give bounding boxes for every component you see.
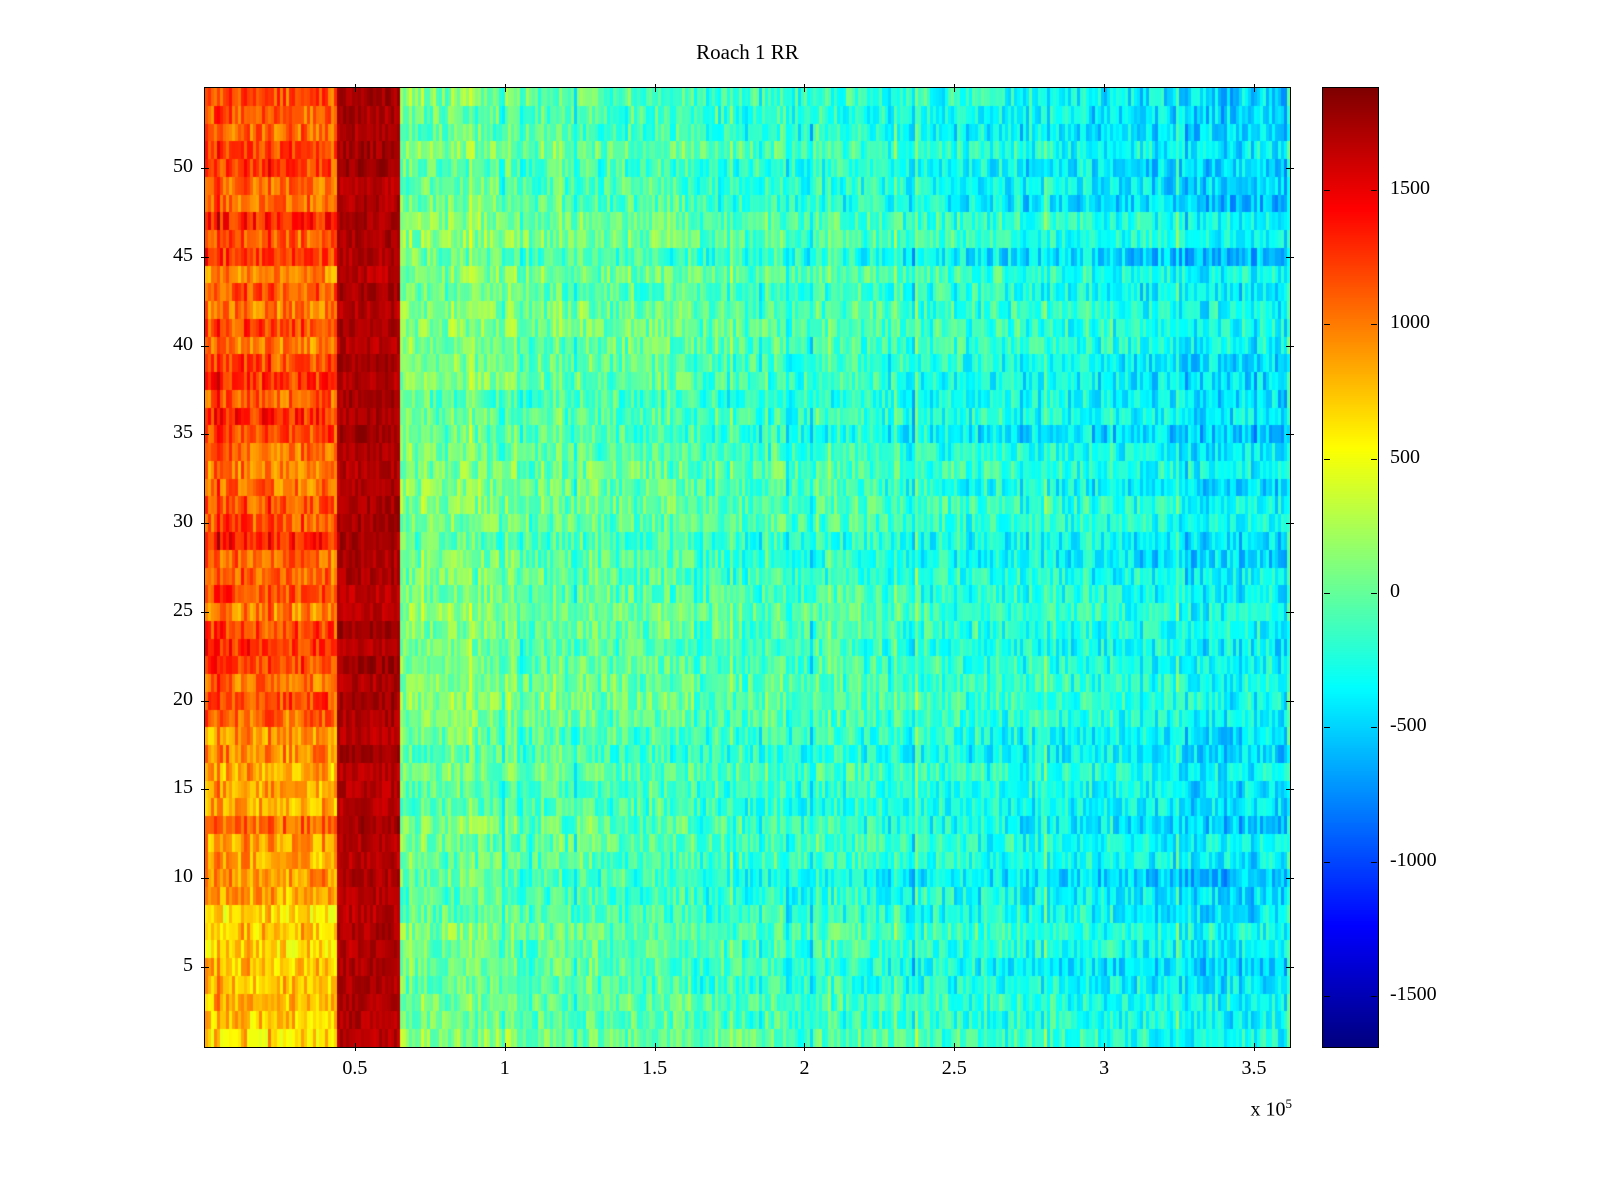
x-tick-label: 3 xyxy=(1099,1057,1110,1079)
y-tick-mark-right xyxy=(1286,434,1294,436)
colorbar-tick-label: -500 xyxy=(1390,714,1427,737)
y-tick-label: 5 xyxy=(183,954,193,977)
y-tick-mark-right xyxy=(1286,967,1294,969)
y-tick-label: 10 xyxy=(173,865,193,888)
y-tick-label: 25 xyxy=(173,598,193,621)
x-tick-mark xyxy=(654,1043,656,1051)
x-tick-label: 2.5 xyxy=(941,1057,967,1079)
y-tick-mark xyxy=(201,167,209,169)
y-tick-label: 45 xyxy=(173,243,193,266)
x-tick-mark xyxy=(1254,1043,1256,1051)
colorbar-tick-mark-right xyxy=(1371,861,1377,863)
colorbar-tick-mark-right xyxy=(1371,190,1377,192)
x-tick-label: 0.5 xyxy=(342,1057,368,1079)
y-tick-label: 30 xyxy=(173,510,193,533)
multiplier-prefix: x 10 xyxy=(1250,1098,1286,1121)
y-tick-mark-right xyxy=(1286,611,1294,613)
y-tick-label: 20 xyxy=(173,687,193,710)
y-tick-mark xyxy=(201,700,209,702)
colorbar-tick-mark-left xyxy=(1324,593,1330,595)
colorbar xyxy=(1322,87,1379,1048)
x-tick-mark-top xyxy=(1254,84,1256,92)
colorbar-tick-mark-right xyxy=(1371,727,1377,729)
x-tick-mark xyxy=(504,1043,506,1051)
x-tick-mark-top xyxy=(354,84,356,92)
y-tick-mark xyxy=(201,434,209,436)
multiplier-exponent: 5 xyxy=(1285,1096,1293,1111)
x-tick-mark-top xyxy=(804,84,806,92)
colorbar-tick-label: 1500 xyxy=(1390,177,1430,200)
y-tick-mark-right xyxy=(1286,878,1294,880)
y-tick-mark-right xyxy=(1286,523,1294,525)
x-tick-label: 3.5 xyxy=(1241,1057,1267,1079)
y-tick-mark xyxy=(201,523,209,525)
y-tick-mark xyxy=(201,967,209,969)
x-tick-mark xyxy=(1104,1043,1106,1051)
x-tick-mark xyxy=(954,1043,956,1051)
x-tick-label: 1.5 xyxy=(642,1057,668,1079)
y-tick-mark-right xyxy=(1286,700,1294,702)
y-tick-mark xyxy=(201,345,209,347)
colorbar-tick-mark-right xyxy=(1371,593,1377,595)
y-tick-mark xyxy=(201,256,209,258)
x-tick-mark-top xyxy=(504,84,506,92)
colorbar-tick-mark-right xyxy=(1371,995,1377,997)
y-tick-mark-right xyxy=(1286,167,1294,169)
y-tick-label: 40 xyxy=(173,332,193,355)
x-tick-mark-top xyxy=(954,84,956,92)
chart-title: Roach 1 RR xyxy=(696,40,799,64)
x-tick-mark-top xyxy=(654,84,656,92)
colorbar-tick-mark-right xyxy=(1371,324,1377,326)
colorbar-tick-mark-left xyxy=(1324,190,1330,192)
y-tick-label: 15 xyxy=(173,776,193,799)
colorbar-tick-mark-left xyxy=(1324,727,1330,729)
colorbar-tick-mark-left xyxy=(1324,324,1330,326)
colorbar-tick-mark-left xyxy=(1324,458,1330,460)
y-tick-label: 35 xyxy=(173,421,193,444)
colorbar-tick-mark-left xyxy=(1324,861,1330,863)
y-tick-label: 50 xyxy=(173,154,193,177)
y-tick-mark xyxy=(201,878,209,880)
x-tick-mark xyxy=(804,1043,806,1051)
y-tick-mark-right xyxy=(1286,345,1294,347)
colorbar-tick-mark-left xyxy=(1324,995,1330,997)
colorbar-tick-label: 1000 xyxy=(1390,311,1430,334)
x-tick-mark-top xyxy=(1104,84,1106,92)
y-tick-mark xyxy=(201,611,209,613)
y-tick-mark xyxy=(201,789,209,791)
colorbar-tick-label: -1000 xyxy=(1390,848,1437,871)
x-tick-mark xyxy=(354,1043,356,1051)
heatmap-canvas xyxy=(204,87,1291,1048)
colorbar-tick-mark-right xyxy=(1371,458,1377,460)
y-tick-mark-right xyxy=(1286,256,1294,258)
x-axis-multiplier: x 105 xyxy=(1180,1096,1293,1122)
y-tick-mark-right xyxy=(1286,789,1294,791)
x-tick-label: 1 xyxy=(499,1057,510,1079)
colorbar-tick-label: 500 xyxy=(1390,445,1420,468)
x-tick-label: 2 xyxy=(799,1057,810,1079)
colorbar-tick-label: 0 xyxy=(1390,580,1400,603)
colorbar-tick-label: -1500 xyxy=(1390,982,1437,1005)
